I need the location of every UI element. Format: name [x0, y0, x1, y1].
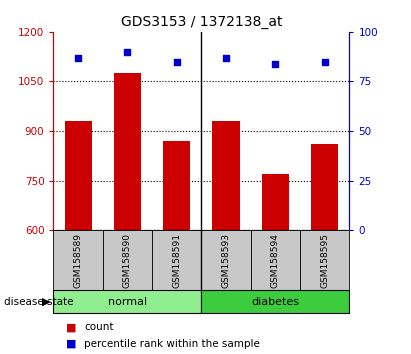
Point [321, 59, 328, 64]
Point [223, 55, 229, 61]
Bar [53, 230, 103, 292]
Text: normal: normal [108, 297, 147, 307]
Text: percentile rank within the sample: percentile rank within the sample [84, 339, 260, 349]
Bar [65, 121, 92, 230]
Bar [262, 174, 289, 230]
Text: GSM158594: GSM158594 [271, 233, 280, 288]
Bar [251, 230, 300, 292]
Bar [103, 230, 152, 292]
Point [173, 59, 180, 64]
Point [124, 49, 131, 55]
Text: count: count [84, 322, 114, 332]
Bar [114, 73, 141, 230]
Bar [201, 290, 349, 313]
Point [75, 55, 81, 61]
Text: ■: ■ [66, 339, 76, 349]
Text: GSM158591: GSM158591 [172, 233, 181, 288]
Bar [212, 121, 240, 230]
Bar [300, 230, 349, 292]
Text: disease state: disease state [4, 297, 74, 307]
Text: GSM158590: GSM158590 [123, 233, 132, 288]
Text: GSM158595: GSM158595 [320, 233, 329, 288]
Text: GSM158593: GSM158593 [222, 233, 231, 288]
Point [272, 61, 279, 67]
Bar [152, 230, 201, 292]
Bar [311, 144, 338, 230]
Title: GDS3153 / 1372138_at: GDS3153 / 1372138_at [121, 16, 282, 29]
Bar [163, 141, 190, 230]
Text: ▶: ▶ [42, 297, 50, 307]
Text: GSM158589: GSM158589 [74, 233, 83, 288]
Text: ■: ■ [66, 322, 76, 332]
Bar [201, 230, 251, 292]
Bar [53, 290, 201, 313]
Text: diabetes: diabetes [252, 297, 299, 307]
